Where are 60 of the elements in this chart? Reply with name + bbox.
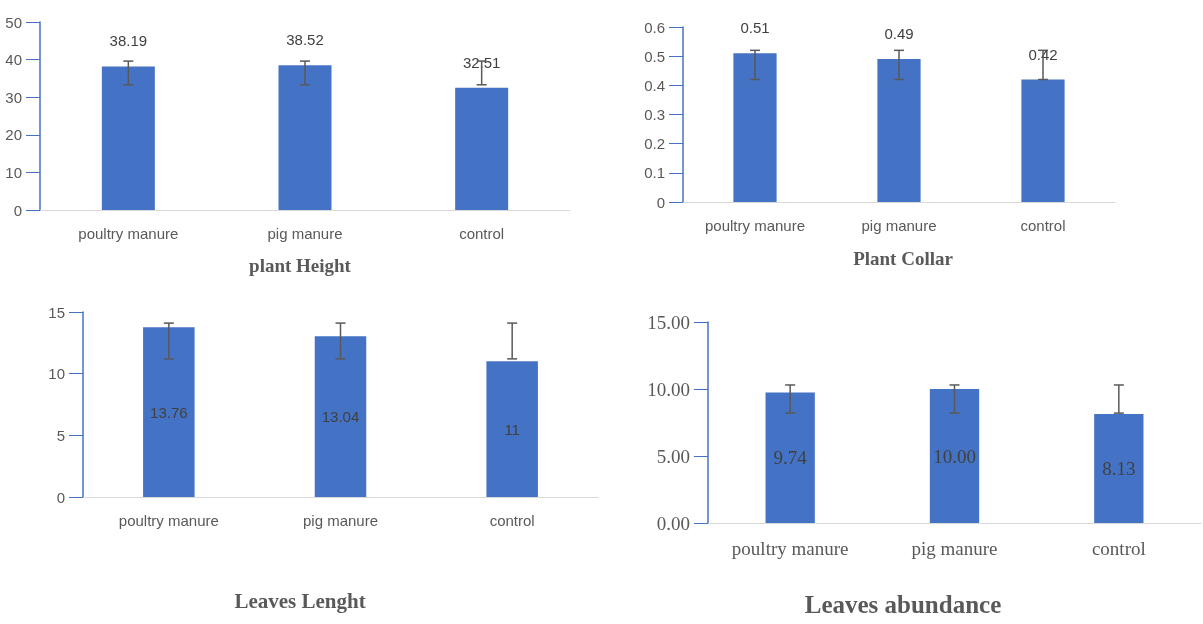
data-label: 32.51 — [462, 53, 501, 71]
y-tick-label: 0.4 — [644, 76, 665, 94]
y-tick-label: 0 — [656, 193, 665, 211]
x-tick-label: pig manure — [302, 512, 379, 529]
data-label: 13.76 — [150, 403, 188, 421]
text: Leaves abundance — [804, 591, 1002, 618]
data-label: 13.04 — [321, 408, 360, 426]
bar — [929, 389, 980, 523]
x-tick-label: poultry manure — [704, 217, 806, 234]
y-tick-label: 0.3 — [644, 106, 665, 123]
y-tick-label: 30 — [5, 88, 22, 106]
x-tick-label: poultry manure — [118, 512, 219, 529]
y-tick-label: 0.1 — [644, 164, 665, 182]
bar — [1094, 414, 1144, 523]
x-tick-label: pig manure — [267, 225, 343, 242]
data-label: 11 — [504, 420, 520, 438]
bar — [733, 53, 777, 202]
data-label: 38.52 — [286, 31, 324, 49]
y-tick-label: 20 — [5, 126, 22, 144]
y-tick-label: 0.5 — [644, 47, 665, 65]
y-tick-label: 50 — [5, 13, 22, 31]
x-tick-label: control — [1091, 538, 1146, 559]
bar — [278, 65, 332, 210]
data-label: 0.51 — [740, 19, 770, 37]
text: plant Height — [249, 255, 352, 276]
y-tick-label: 10 — [5, 163, 22, 181]
y-tick-label: 5.00 — [656, 445, 690, 467]
bar — [314, 336, 367, 497]
y-tick-label: 10.00 — [647, 378, 690, 400]
y-tick-label: 0.00 — [656, 512, 690, 534]
bar — [101, 66, 155, 210]
y-tick-label: 0.2 — [644, 135, 665, 153]
y-tick-label: 15.00 — [647, 311, 690, 333]
bar — [486, 361, 538, 497]
x-tick-label: poultry manure — [731, 538, 849, 559]
bar — [455, 87, 509, 210]
y-tick-label: 0 — [13, 201, 22, 219]
text: Plant Collar — [853, 248, 954, 269]
bar — [765, 392, 815, 523]
data-label: 8.13 — [1102, 458, 1136, 480]
x-tick-label: poultry manure — [78, 225, 179, 242]
bar — [877, 59, 921, 202]
y-tick-label: 10 — [48, 365, 65, 383]
data-label: 9.74 — [773, 447, 808, 469]
x-tick-label: control — [1020, 217, 1066, 234]
data-label: 0.49 — [884, 25, 914, 43]
x-tick-label: control — [459, 225, 505, 242]
y-tick-label: 0.6 — [644, 18, 665, 36]
y-tick-label: 5 — [56, 426, 65, 444]
y-tick-label: 15 — [48, 303, 65, 321]
bar — [143, 327, 195, 497]
x-tick-label: pig manure — [861, 217, 937, 234]
y-tick-label: 40 — [5, 51, 22, 69]
data-label: 10.00 — [933, 445, 976, 467]
bar — [1021, 79, 1065, 202]
y-tick-label: 0 — [56, 488, 65, 506]
x-tick-label: control — [489, 512, 535, 529]
x-tick-label: pig manure — [911, 538, 998, 559]
text: Leaves Lenght — [234, 588, 366, 613]
data-label: 38.19 — [109, 32, 148, 50]
